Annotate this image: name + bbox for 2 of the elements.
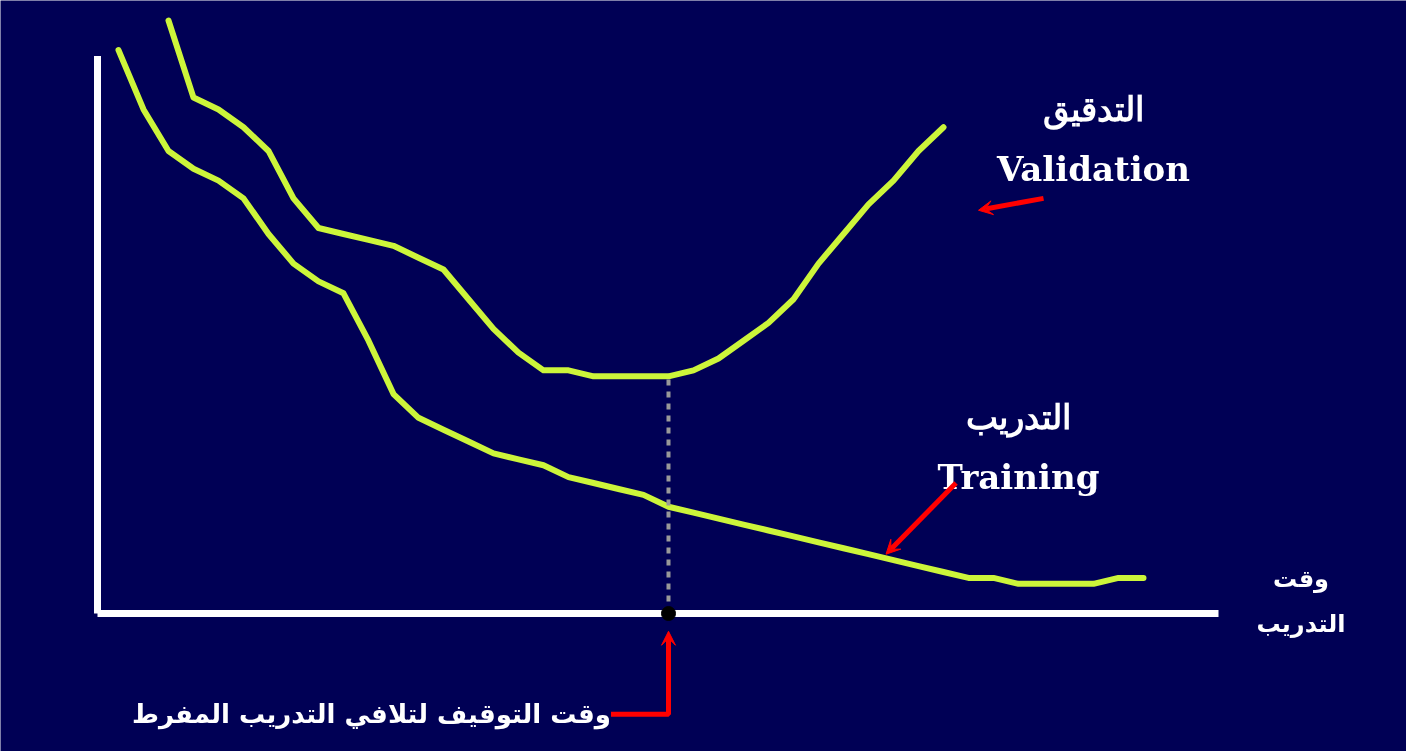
x-axis-title: وقت التدريب (1256, 565, 1346, 639)
text: وقت التوقيف لتلافي التدريب المفرط (131, 699, 611, 731)
